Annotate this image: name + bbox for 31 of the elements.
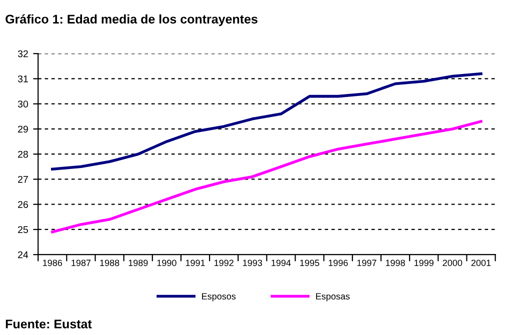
y-tick-label: 30 [18,100,28,108]
x-tick-label: 1993 [243,260,262,266]
x-tick-label: 1999 [414,260,434,266]
legend-label: Esposos [202,293,236,302]
legend-label: Esposas [316,293,350,302]
y-tick-label: 29 [18,126,28,133]
y-tick-label: 25 [18,226,28,234]
x-tick-label: 1988 [100,260,120,266]
source-note: Fuente: Eustat [6,320,92,328]
x-tick-label: 2001 [471,260,491,266]
x-tick-label: 1992 [214,260,234,266]
x-tick-label: 1986 [43,260,62,266]
x-tick-label: 1987 [72,260,91,266]
line-series [50,120,482,234]
line-series [50,72,482,171]
x-tick-label: 1991 [186,260,205,266]
x-tick-label: 1995 [300,260,320,266]
y-tick-label: 31 [18,75,28,82]
x-tick-label: 1989 [128,260,148,266]
x-tick-label: 1996 [328,260,348,266]
y-tick-label: 27 [18,176,28,183]
y-tick-label: 28 [18,150,28,158]
y-tick-label: 26 [18,201,28,208]
x-tick-label: 1994 [272,260,291,266]
chart-title: Gráfico 1: Edad media de los contrayentes [6,14,258,26]
x-tick-label: 1997 [357,260,376,266]
y-tick-label: 32 [18,50,28,58]
y-tick-label: 24 [18,251,28,258]
x-tick-label: 1990 [157,260,176,266]
x-tick-label: 2000 [442,260,462,266]
x-tick-label: 1998 [386,260,405,266]
